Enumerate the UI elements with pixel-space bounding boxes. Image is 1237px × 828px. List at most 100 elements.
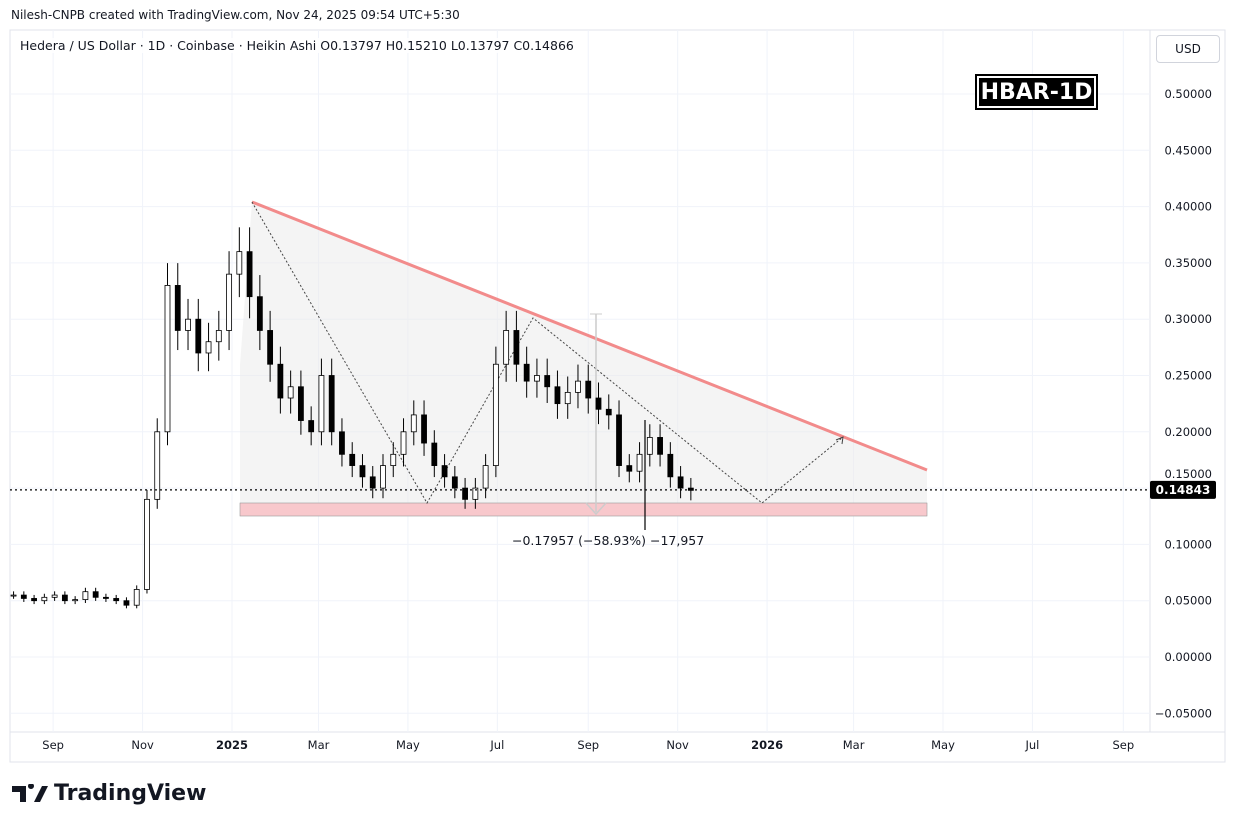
candle [82,591,89,600]
candle [31,598,37,602]
x-tick-label: Jul [1024,738,1039,752]
y-tick-label: 0.50000 [1164,87,1212,101]
candle [667,453,674,478]
y-tick-label: 0.05000 [1164,594,1212,608]
tradingview-logo-icon [12,783,48,802]
x-tick-label: Nov [131,738,154,752]
candle [636,453,643,472]
candle [10,594,17,597]
measure-label: −0.17957 (−58.93%) −17,957 [512,533,704,548]
symbol-legend: Hedera / US Dollar · 1D · Coinbase · Hei… [18,38,576,53]
candle [575,380,581,393]
y-tick-label: 0.10000 [1164,537,1212,551]
candle [472,487,479,500]
candle [20,594,27,599]
candle [410,414,417,433]
candle [236,251,243,275]
current-price-tag [1150,480,1216,499]
y-tick-label: 0.35000 [1164,256,1212,270]
tradingview-logo[interactable]: TradingView [12,781,206,806]
candle [318,375,325,433]
candle [164,285,171,433]
candle [277,363,284,399]
candle [421,414,427,444]
candle [185,318,191,331]
candle [677,476,684,489]
candle [657,437,663,455]
y-tick-label: 0.40000 [1164,200,1212,214]
candle [256,296,263,331]
x-tick-label: Mar [308,738,330,752]
candle [123,600,130,606]
support-zone [239,502,928,517]
chart-frame [9,29,1226,763]
candle [492,363,499,466]
candle [72,599,79,602]
triangle-pattern-fill [240,202,927,516]
candle [523,363,530,382]
x-tick-label: 2026 [751,738,783,752]
x-tick-label: Jul [489,738,504,752]
candle [400,431,407,455]
candle [513,330,520,365]
y-tick-label: −0.05000 [1155,706,1212,720]
y-tick-label: 0.45000 [1164,143,1212,157]
candle [113,598,120,602]
x-tick-label: May [931,738,955,752]
candle [144,498,150,590]
candle [554,386,561,405]
y-tick-label: 0.30000 [1164,312,1212,326]
x-tick-label: 2025 [216,738,248,752]
logo-text: TradingView [54,781,207,806]
projection-arrow-icon [835,436,844,445]
y-tick-label: 0.15000 [1164,467,1212,481]
candle [298,386,304,421]
currency-button[interactable]: USD [1156,35,1220,63]
candle [308,420,315,433]
candle [564,391,571,405]
candle [226,273,232,331]
current-price-label: 0.14843 [1156,483,1211,497]
candle [195,318,202,354]
candle [380,465,386,489]
candle [154,431,161,500]
resistance-trendline [251,200,928,472]
candle [441,465,448,478]
candle [390,453,397,466]
candle [616,414,622,466]
candle [646,437,653,455]
candle [462,487,468,500]
candle [605,408,612,416]
candle [369,476,376,489]
candle [328,375,335,433]
candle [482,465,489,489]
y-tick-label: 0.00000 [1164,650,1212,664]
candle [133,589,140,606]
candle [431,442,438,466]
candle [534,375,540,382]
candle [51,594,58,598]
candle [246,251,253,298]
x-tick-label: Mar [843,738,865,752]
candle [61,594,68,602]
candle [339,431,345,455]
x-tick-label: Sep [577,738,599,752]
y-tick-label: 0.25000 [1164,369,1212,383]
candle [595,397,602,410]
candle [92,591,99,598]
candle [503,330,510,365]
measure-arrow-icon [585,502,607,516]
x-tick-label: Nov [666,738,689,752]
candle [41,596,48,602]
candle [451,476,458,489]
candle [585,380,592,399]
candle [626,465,633,472]
candle [174,285,181,331]
candle [103,596,109,599]
y-tick-label: 0.20000 [1164,425,1212,439]
x-tick-label: Sep [1112,738,1134,752]
x-tick-label: May [396,738,420,752]
candle [205,341,212,354]
candle [287,386,294,399]
